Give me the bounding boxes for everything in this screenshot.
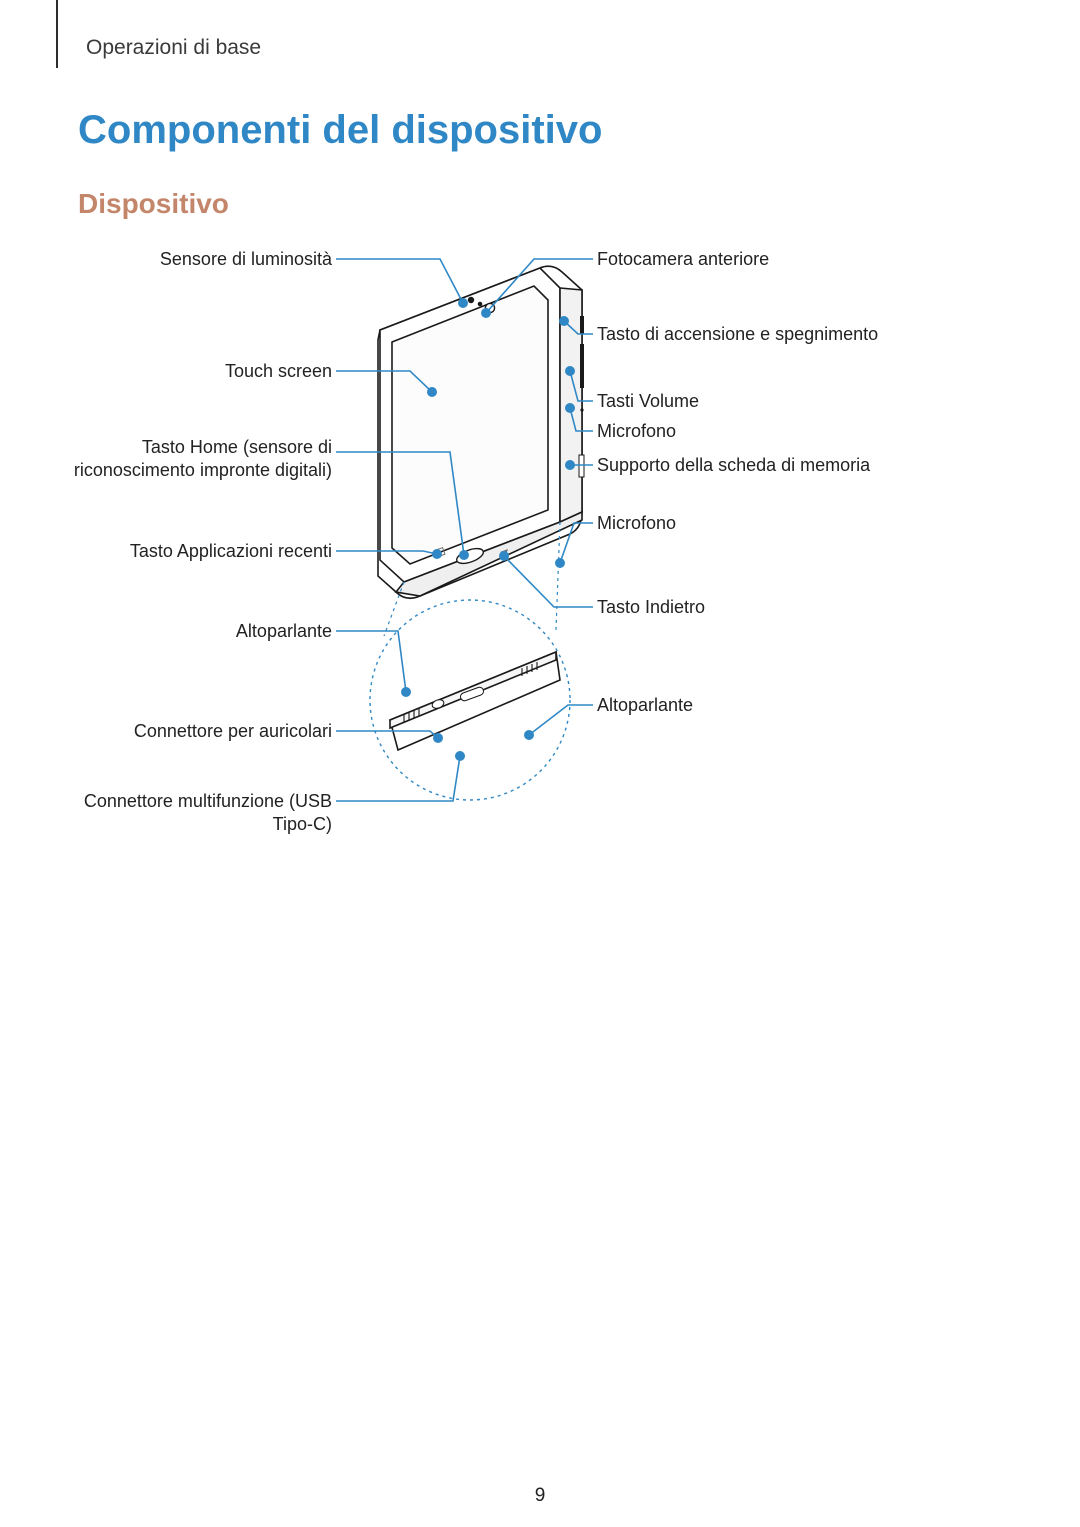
manual-page: Operazioni di base Componenti del dispos…	[0, 0, 1080, 1527]
callout-mic1: Microfono	[597, 420, 676, 443]
callout-frontcam: Fotocamera anteriore	[597, 248, 769, 271]
callout-speakerL: Altoparlante	[236, 620, 332, 643]
callout-sdcard: Supporto della scheda di memoria	[597, 454, 870, 477]
page-number: 9	[0, 1485, 1080, 1507]
callout-power: Tasto di accensione e spegnimento	[597, 323, 878, 346]
callout-recent: Tasto Applicazioni recenti	[130, 540, 332, 563]
callout-sensor: Sensore di luminosità	[160, 248, 332, 271]
callout-mic2: Microfono	[597, 512, 676, 535]
power-key	[580, 316, 584, 334]
callout-touch: Touch screen	[225, 360, 332, 383]
callout-jack: Connettore per auricolari	[134, 720, 332, 743]
volume-keys	[580, 344, 584, 388]
callout-home: Tasto Home (sensore diriconoscimento imp…	[74, 436, 332, 481]
sensor-dot	[468, 297, 474, 303]
callout-back: Tasto Indietro	[597, 596, 705, 619]
callout-speakerR: Altoparlante	[597, 694, 693, 717]
callout-usb: Connettore multifunzione (USBTipo-C)	[84, 790, 332, 835]
callout-volume: Tasti Volume	[597, 390, 699, 413]
